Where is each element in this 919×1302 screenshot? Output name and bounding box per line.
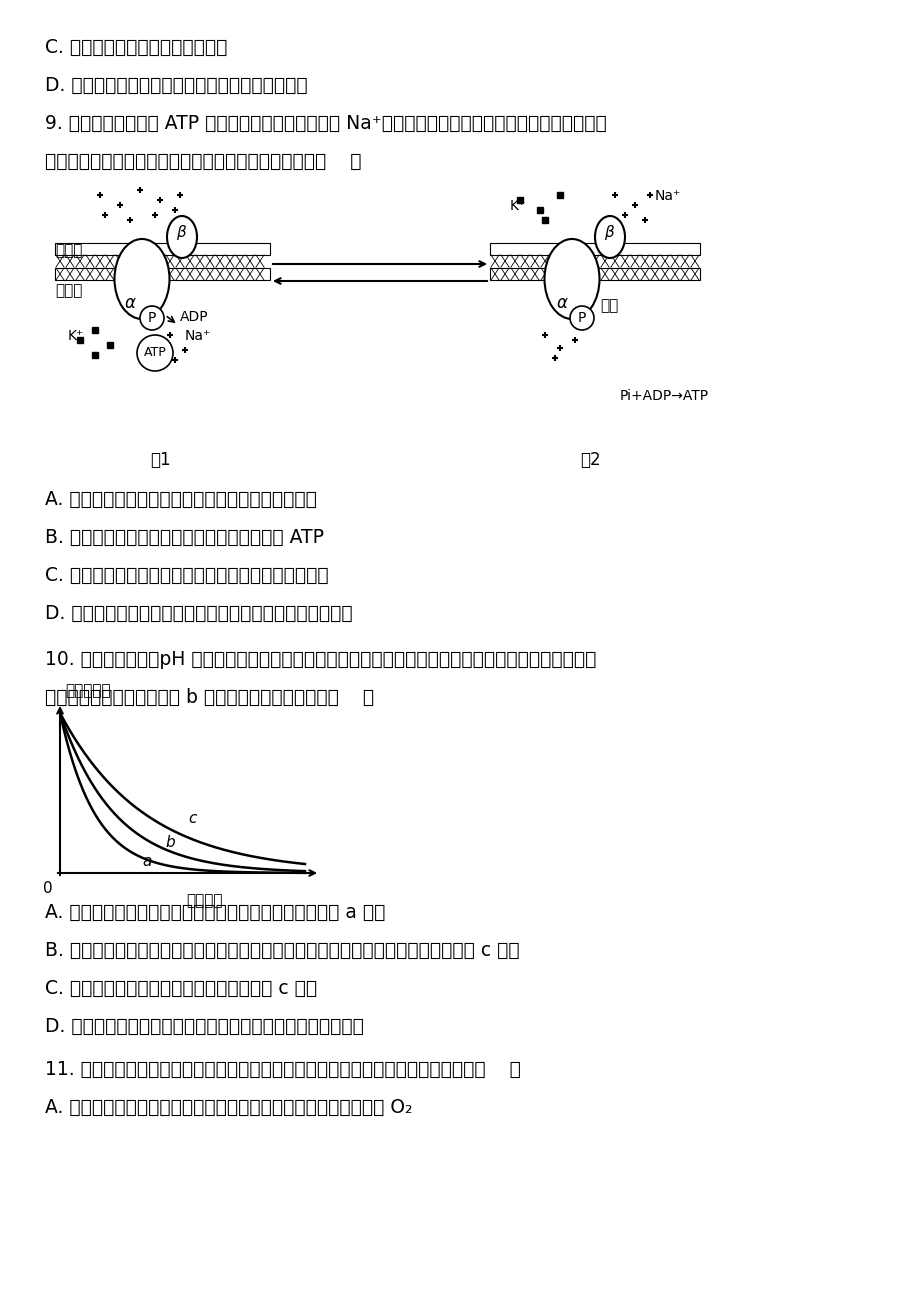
Text: 细胞外: 细胞外: [55, 243, 83, 258]
Bar: [55, 243, 269, 255]
Text: β: β: [604, 225, 613, 240]
Text: Na⁺: Na⁺: [185, 329, 211, 342]
Text: ADP: ADP: [180, 310, 209, 324]
Text: c: c: [187, 811, 196, 825]
Text: 10. 在适宜的温度、pH 条件下，将一定量的淀粉酶加入盛有淀粉溶液的试管中，测得试管内淀粉剩余量随: 10. 在适宜的温度、pH 条件下，将一定量的淀粉酶加入盛有淀粉溶液的试管中，测…: [45, 650, 596, 669]
Text: 反应时间: 反应时间: [187, 893, 223, 907]
Text: b: b: [165, 835, 175, 850]
Text: 脱落: 脱落: [599, 298, 618, 312]
Text: K⁺: K⁺: [509, 199, 526, 214]
Text: 9. 钠钾泵是一种具有 ATP 水解酶活性的载体蛋白，当 Na⁺与载体蛋白上的相应位点结合时，载体蛋白的: 9. 钠钾泵是一种具有 ATP 水解酶活性的载体蛋白，当 Na⁺与载体蛋白上的相…: [45, 115, 607, 133]
Text: a: a: [142, 854, 152, 868]
Ellipse shape: [595, 216, 624, 258]
Text: 图2: 图2: [579, 450, 600, 469]
Text: A. 若开始时加入了更多的淀粉酶，则曲线变化可能如图中 a 所示: A. 若开始时加入了更多的淀粉酶，则曲线变化可能如图中 a 所示: [45, 904, 385, 922]
Text: 细胞内: 细胞内: [55, 283, 83, 298]
Circle shape: [140, 306, 164, 329]
Text: ATP: ATP: [143, 346, 166, 359]
Text: K⁺: K⁺: [68, 329, 85, 342]
Text: 时间的变化如下图中的曲线 b 所示。下列说法错误的是（    ）: 时间的变化如下图中的曲线 b 所示。下列说法错误的是（ ）: [45, 687, 374, 707]
Ellipse shape: [167, 216, 197, 258]
Text: Pi+ADP→ATP: Pi+ADP→ATP: [619, 389, 709, 404]
Bar: [55, 268, 269, 280]
Text: A. 恩格尔曼的实验直接证明了叶绿体能吸收光能用于光合作用放出 O₂: A. 恩格尔曼的实验直接证明了叶绿体能吸收光能用于光合作用放出 O₂: [45, 1098, 412, 1117]
Text: B. 若开始时加入一些酶抑制剂（与淀粉竞争酶的活性部位），则曲线变化可能如图中 c 所示: B. 若开始时加入一些酶抑制剂（与淀粉竞争酶的活性部位），则曲线变化可能如图中 …: [45, 941, 519, 960]
Text: 酶活性被激活，进而发生如图过程。下列说法错误的是（    ）: 酶活性被激活，进而发生如图过程。下列说法错误的是（ ）: [45, 152, 361, 171]
Text: C. 加热能使生物膜失去选择透过性: C. 加热能使生物膜失去选择透过性: [45, 38, 227, 57]
Bar: [490, 268, 699, 280]
Text: C. 若升高反应温度，则曲线变化可能如图中 c 所示: C. 若升高反应温度，则曲线变化可能如图中 c 所示: [45, 979, 317, 999]
Ellipse shape: [544, 240, 599, 319]
Text: 0: 0: [43, 881, 52, 896]
Circle shape: [137, 335, 173, 371]
Text: A. 据图分析钠钾泵运输钠、钾离子的方式为主动运输: A. 据图分析钠钾泵运输钠、钾离子的方式为主动运输: [45, 490, 316, 509]
Text: β: β: [176, 225, 186, 240]
Text: α: α: [125, 294, 136, 312]
Text: 图1: 图1: [150, 450, 170, 469]
Text: B. 钠钾泵去磷酸化的过程释放能量，用于合成 ATP: B. 钠钾泵去磷酸化的过程释放能量，用于合成 ATP: [45, 529, 323, 547]
Text: P: P: [577, 311, 585, 326]
Circle shape: [570, 306, 594, 329]
Text: 11. 在对光合作用原理的探索历程中，科学家做过很多经典实验。下列说法错误的是（    ）: 11. 在对光合作用原理的探索历程中，科学家做过很多经典实验。下列说法错误的是（…: [45, 1060, 520, 1079]
Text: D. 加热后花青素通过生物膜时不需要载体蛋白协助: D. 加热后花青素通过生物膜时不需要载体蛋白协助: [45, 76, 307, 95]
Text: D. 随着反应的进行，淀粉剩余量逐渐减少，反应速率一直不变: D. 随着反应的进行，淀粉剩余量逐渐减少，反应速率一直不变: [45, 1017, 364, 1036]
Text: P: P: [148, 311, 156, 326]
Ellipse shape: [114, 240, 169, 319]
Text: C. 钠钾泵被磷酸基团磷酸化后，其空间结构会发生改变: C. 钠钾泵被磷酸基团磷酸化后，其空间结构会发生改变: [45, 566, 328, 585]
Text: Na⁺: Na⁺: [654, 189, 680, 203]
Text: 淀粉剩余量: 淀粉剩余量: [65, 684, 110, 698]
Text: D. 钠钾泵有利于细胞吸收更多的钾离子、排出更多的钠离子: D. 钠钾泵有利于细胞吸收更多的钾离子、排出更多的钠离子: [45, 604, 352, 622]
Bar: [490, 243, 699, 255]
Text: α: α: [556, 294, 567, 312]
